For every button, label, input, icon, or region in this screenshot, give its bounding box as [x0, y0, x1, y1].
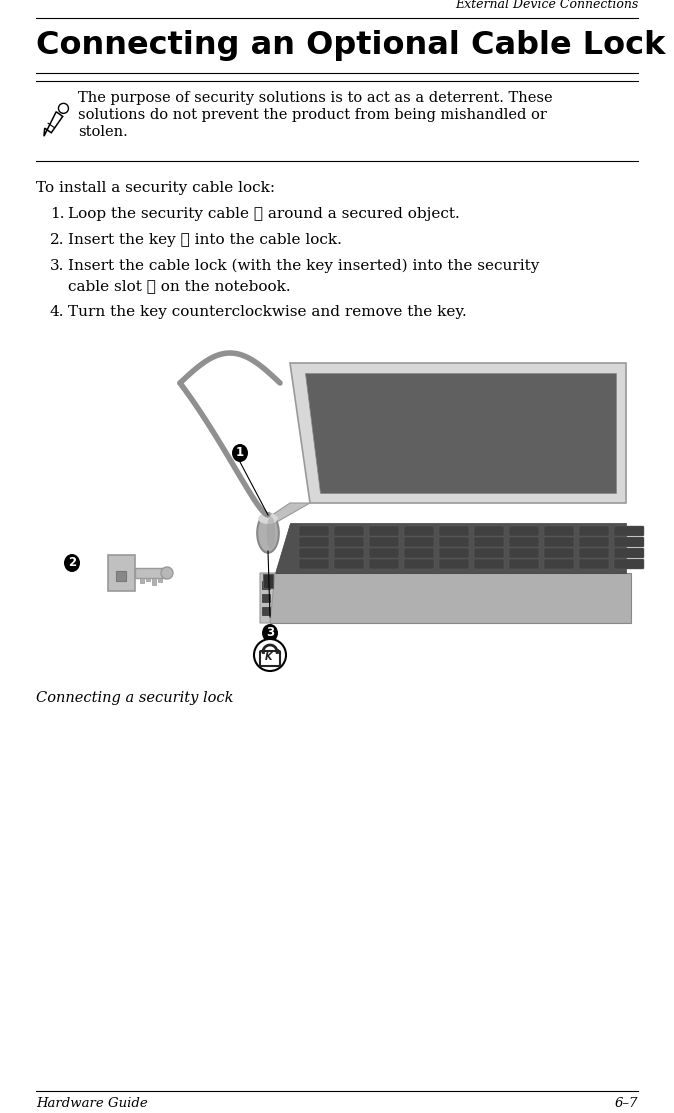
Polygon shape: [275, 523, 626, 573]
FancyBboxPatch shape: [509, 548, 539, 558]
FancyBboxPatch shape: [299, 526, 329, 536]
Polygon shape: [260, 573, 631, 623]
Ellipse shape: [257, 513, 279, 553]
FancyBboxPatch shape: [369, 559, 399, 569]
FancyBboxPatch shape: [509, 559, 539, 569]
FancyBboxPatch shape: [262, 607, 270, 615]
FancyBboxPatch shape: [135, 568, 165, 578]
FancyBboxPatch shape: [474, 536, 504, 546]
FancyBboxPatch shape: [158, 578, 162, 582]
FancyBboxPatch shape: [299, 559, 329, 569]
FancyBboxPatch shape: [404, 548, 434, 558]
Text: Insert the key ② into the cable lock.: Insert the key ② into the cable lock.: [68, 233, 342, 247]
Circle shape: [254, 639, 286, 671]
FancyBboxPatch shape: [439, 526, 469, 536]
FancyBboxPatch shape: [544, 559, 574, 569]
Polygon shape: [260, 503, 310, 523]
FancyBboxPatch shape: [614, 526, 644, 536]
FancyBboxPatch shape: [579, 559, 609, 569]
Circle shape: [161, 567, 173, 579]
Ellipse shape: [262, 624, 278, 642]
FancyBboxPatch shape: [544, 536, 574, 546]
FancyBboxPatch shape: [263, 574, 273, 588]
FancyBboxPatch shape: [334, 536, 364, 546]
Text: The purpose of security solutions is to act as a deterrent. These: The purpose of security solutions is to …: [78, 91, 553, 105]
Text: 4.: 4.: [50, 305, 65, 319]
FancyBboxPatch shape: [439, 536, 469, 546]
Text: Loop the security cable ① around a secured object.: Loop the security cable ① around a secur…: [68, 207, 460, 221]
FancyBboxPatch shape: [334, 548, 364, 558]
Text: 6–7: 6–7: [615, 1097, 638, 1110]
Text: 3.: 3.: [50, 259, 65, 273]
FancyBboxPatch shape: [36, 343, 638, 683]
FancyBboxPatch shape: [404, 536, 434, 546]
FancyBboxPatch shape: [474, 559, 504, 569]
Ellipse shape: [232, 444, 248, 462]
FancyBboxPatch shape: [260, 651, 280, 666]
Text: 3: 3: [266, 627, 274, 640]
Text: K: K: [266, 652, 273, 662]
Text: To install a security cable lock:: To install a security cable lock:: [36, 181, 275, 195]
Text: 1.: 1.: [50, 207, 65, 221]
FancyBboxPatch shape: [544, 548, 574, 558]
Text: stolen.: stolen.: [78, 125, 128, 139]
FancyBboxPatch shape: [579, 536, 609, 546]
FancyBboxPatch shape: [614, 559, 644, 569]
FancyBboxPatch shape: [404, 526, 434, 536]
FancyBboxPatch shape: [116, 571, 126, 581]
Text: 1: 1: [236, 446, 244, 460]
Polygon shape: [260, 573, 275, 623]
FancyBboxPatch shape: [439, 559, 469, 569]
Text: 2: 2: [68, 556, 76, 570]
FancyBboxPatch shape: [579, 548, 609, 558]
Polygon shape: [108, 555, 135, 591]
FancyBboxPatch shape: [262, 594, 270, 602]
FancyBboxPatch shape: [439, 548, 469, 558]
Text: solutions do not prevent the product from being mishandled or: solutions do not prevent the product fro…: [78, 108, 547, 122]
Text: cable slot ③ on the notebook.: cable slot ③ on the notebook.: [68, 279, 290, 293]
FancyBboxPatch shape: [369, 526, 399, 536]
FancyBboxPatch shape: [152, 578, 156, 585]
FancyBboxPatch shape: [544, 526, 574, 536]
FancyBboxPatch shape: [474, 526, 504, 536]
Ellipse shape: [266, 516, 276, 549]
FancyBboxPatch shape: [146, 578, 150, 581]
FancyBboxPatch shape: [614, 548, 644, 558]
FancyBboxPatch shape: [299, 548, 329, 558]
FancyBboxPatch shape: [579, 526, 609, 536]
FancyBboxPatch shape: [334, 526, 364, 536]
Ellipse shape: [64, 554, 80, 572]
FancyBboxPatch shape: [474, 548, 504, 558]
Polygon shape: [305, 373, 616, 493]
FancyBboxPatch shape: [299, 536, 329, 546]
FancyBboxPatch shape: [404, 559, 434, 569]
Ellipse shape: [258, 513, 278, 524]
FancyBboxPatch shape: [614, 536, 644, 546]
Text: External Device Connections: External Device Connections: [455, 0, 638, 11]
Text: Insert the cable lock (with the key inserted) into the security: Insert the cable lock (with the key inse…: [68, 259, 539, 274]
Polygon shape: [290, 363, 626, 503]
Text: Connecting an Optional Cable Lock: Connecting an Optional Cable Lock: [36, 30, 665, 61]
FancyBboxPatch shape: [140, 578, 144, 583]
FancyBboxPatch shape: [509, 526, 539, 536]
FancyBboxPatch shape: [369, 536, 399, 546]
Text: Connecting a security lock: Connecting a security lock: [36, 691, 233, 705]
Text: 2.: 2.: [50, 233, 65, 247]
Text: Turn the key counterclockwise and remove the key.: Turn the key counterclockwise and remove…: [68, 305, 467, 319]
FancyBboxPatch shape: [369, 548, 399, 558]
FancyBboxPatch shape: [262, 581, 270, 589]
Text: Hardware Guide: Hardware Guide: [36, 1097, 148, 1110]
FancyBboxPatch shape: [509, 536, 539, 546]
FancyBboxPatch shape: [334, 559, 364, 569]
